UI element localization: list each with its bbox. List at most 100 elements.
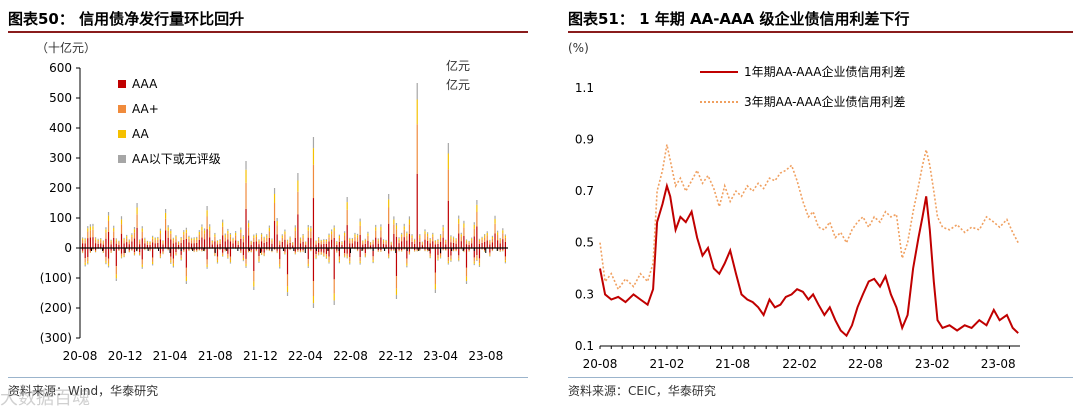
bar-segment — [268, 227, 270, 232]
bar-segment — [279, 242, 281, 245]
bar-segment — [201, 224, 203, 227]
bar-segment — [369, 245, 372, 248]
bar-segment — [284, 234, 286, 240]
bar-segment — [260, 251, 263, 254]
bar-legend-swatch — [118, 155, 126, 163]
bar-segment — [198, 249, 200, 250]
bar-segment — [328, 248, 330, 257]
bar-segment — [159, 233, 162, 240]
bar-segment — [445, 244, 447, 248]
bar-segment — [320, 248, 322, 252]
bar-segment — [170, 230, 172, 234]
bar-segment — [286, 241, 289, 245]
bar-segment — [403, 223, 405, 227]
bar-segment — [354, 236, 356, 242]
bar-segment — [390, 241, 392, 243]
bar-segment — [266, 237, 268, 242]
bar-segment — [424, 229, 426, 232]
bar-segment — [465, 267, 468, 277]
bar-segment — [152, 261, 154, 265]
bar-legend-label: AA+ — [132, 102, 159, 116]
bar-segment — [185, 267, 187, 277]
bar-segment — [141, 264, 143, 268]
bar-segment — [175, 248, 177, 253]
bar-segment — [504, 237, 507, 242]
bar-segment — [266, 241, 268, 248]
bar-segment — [190, 240, 193, 244]
bar-segment — [302, 233, 304, 236]
bar-segment — [445, 240, 447, 242]
bar-segment — [152, 248, 154, 258]
bar-segment — [429, 253, 431, 257]
bar-segment — [429, 243, 431, 248]
bar-segment — [123, 248, 125, 254]
bar-segment — [268, 237, 270, 248]
bar-segment — [89, 230, 91, 238]
bar-segment — [206, 229, 208, 248]
bar-segment — [338, 235, 340, 238]
bar-segment — [141, 238, 143, 248]
bar-segment — [312, 137, 315, 149]
bar-segment — [325, 253, 328, 257]
bar-segment — [439, 257, 442, 259]
bar-segment — [292, 241, 294, 243]
bar-segment — [196, 237, 198, 240]
bar-segment — [463, 248, 465, 251]
bar-segment — [113, 231, 115, 238]
bar-segment — [100, 243, 102, 248]
bar-segment — [486, 231, 488, 233]
bar-segment — [318, 248, 320, 253]
bar-segment — [123, 253, 125, 256]
bar-segment — [437, 238, 439, 240]
bar-segment — [426, 249, 429, 251]
bar-segment — [170, 256, 172, 261]
bar-segment — [484, 248, 486, 251]
bar-segment — [486, 235, 488, 241]
bar-segment — [434, 240, 436, 243]
bar-segment — [372, 260, 374, 262]
bar-segment — [331, 231, 333, 235]
bar-segment — [133, 248, 136, 253]
bar-segment — [263, 248, 265, 253]
bar-segment — [102, 250, 104, 252]
bar-segment — [395, 222, 398, 226]
bar-segment — [92, 237, 94, 248]
bar-segment — [476, 258, 478, 260]
bar-segment — [338, 241, 340, 248]
bar-segment — [276, 248, 278, 251]
bar-segment — [504, 260, 507, 263]
bar-segment — [465, 241, 468, 245]
bar-segment — [419, 249, 421, 251]
bar-segment — [242, 235, 245, 237]
bar-segment — [476, 259, 478, 262]
bar-segment — [118, 241, 120, 243]
bar-segment — [434, 242, 436, 245]
bar-segment — [328, 260, 330, 263]
bar-segment — [263, 242, 265, 248]
bar-segment — [237, 241, 239, 243]
bar-segment — [426, 240, 429, 248]
bar-segment — [437, 243, 439, 248]
bar-segment — [139, 244, 141, 248]
bar-segment — [245, 263, 247, 267]
bar-segment — [429, 237, 431, 239]
bar-segment — [323, 239, 325, 242]
bar-segment — [110, 251, 112, 253]
bar-segment — [162, 252, 164, 254]
bar-segment — [343, 253, 346, 256]
bar-segment — [465, 281, 468, 284]
bar-segment — [447, 143, 449, 154]
bar-segment — [476, 255, 478, 259]
bar-segment — [499, 248, 501, 251]
bar-segment — [172, 263, 174, 266]
bar-segment — [325, 256, 328, 258]
bar-segment — [385, 240, 387, 242]
bar-segment — [395, 288, 398, 295]
bar-segment — [395, 248, 398, 277]
bar-segment — [193, 237, 195, 239]
bar-segment — [180, 259, 182, 261]
bar-segment — [81, 250, 84, 253]
bar-segment — [115, 248, 117, 267]
bar-legend-label: AA以下或无评级 — [132, 152, 221, 166]
bar-segment — [484, 241, 486, 248]
